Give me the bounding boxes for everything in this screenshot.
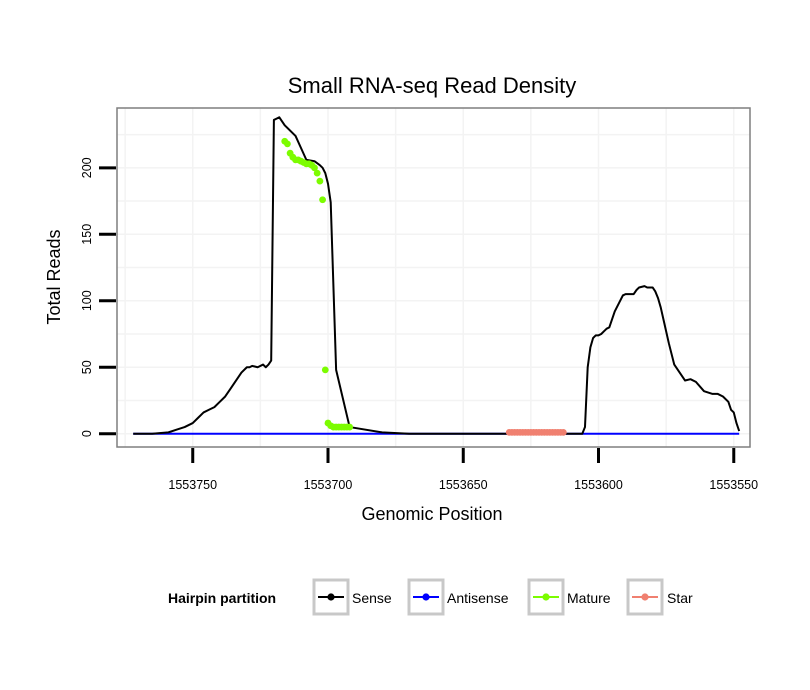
x-tick-label: 1553550 (709, 478, 758, 492)
data-point-mature (316, 177, 324, 185)
panel-background (117, 108, 750, 447)
y-tick-label: 200 (80, 157, 94, 178)
legend-label-star: Star (667, 590, 693, 606)
x-tick-label: 1553650 (439, 478, 488, 492)
plot-panel (117, 108, 750, 447)
y-axis: 0 50 100 150 200 (80, 157, 116, 437)
y-axis-title: Total Reads (44, 229, 64, 324)
x-axis-title: Genomic Position (361, 504, 502, 524)
data-point-mature (284, 140, 291, 148)
data-point-star (559, 428, 567, 436)
legend-key-point (641, 593, 649, 601)
y-tick-label: 100 (80, 290, 94, 311)
x-axis: 1553750 1553700 1553650 1553600 1553550 (168, 448, 758, 492)
legend-label-sense: Sense (352, 590, 392, 606)
legend-key-point (542, 593, 550, 601)
series-layer (133, 116, 741, 436)
data-point-mature (313, 169, 321, 177)
y-tick-label: 150 (80, 224, 94, 245)
legend-title: Hairpin partition (168, 590, 276, 606)
legend-key-point (422, 593, 430, 601)
x-tick-label: 1553700 (304, 478, 353, 492)
y-tick-label: 0 (80, 430, 94, 437)
legend-item-antisense: Antisense (407, 578, 509, 616)
data-point-mature (311, 164, 318, 172)
legend-item-star: Star (626, 578, 693, 616)
panel-border (116, 107, 751, 448)
chart-title: Small RNA-seq Read Density (288, 73, 577, 98)
legend-item-mature: Mature (527, 578, 611, 616)
legend-item-sense: Sense (312, 578, 392, 616)
data-point-mature (319, 196, 326, 204)
y-tick-label: 50 (80, 360, 94, 374)
data-point-mature (321, 366, 329, 374)
legend-label-antisense: Antisense (447, 590, 509, 606)
legend-label-mature: Mature (567, 590, 611, 606)
legend: Hairpin partition Sense Antisense Mature St… (168, 578, 693, 616)
legend-key-point (327, 593, 335, 601)
data-point-mature (346, 423, 354, 431)
x-tick-label: 1553750 (168, 478, 217, 492)
x-tick-label: 1553600 (574, 478, 623, 492)
